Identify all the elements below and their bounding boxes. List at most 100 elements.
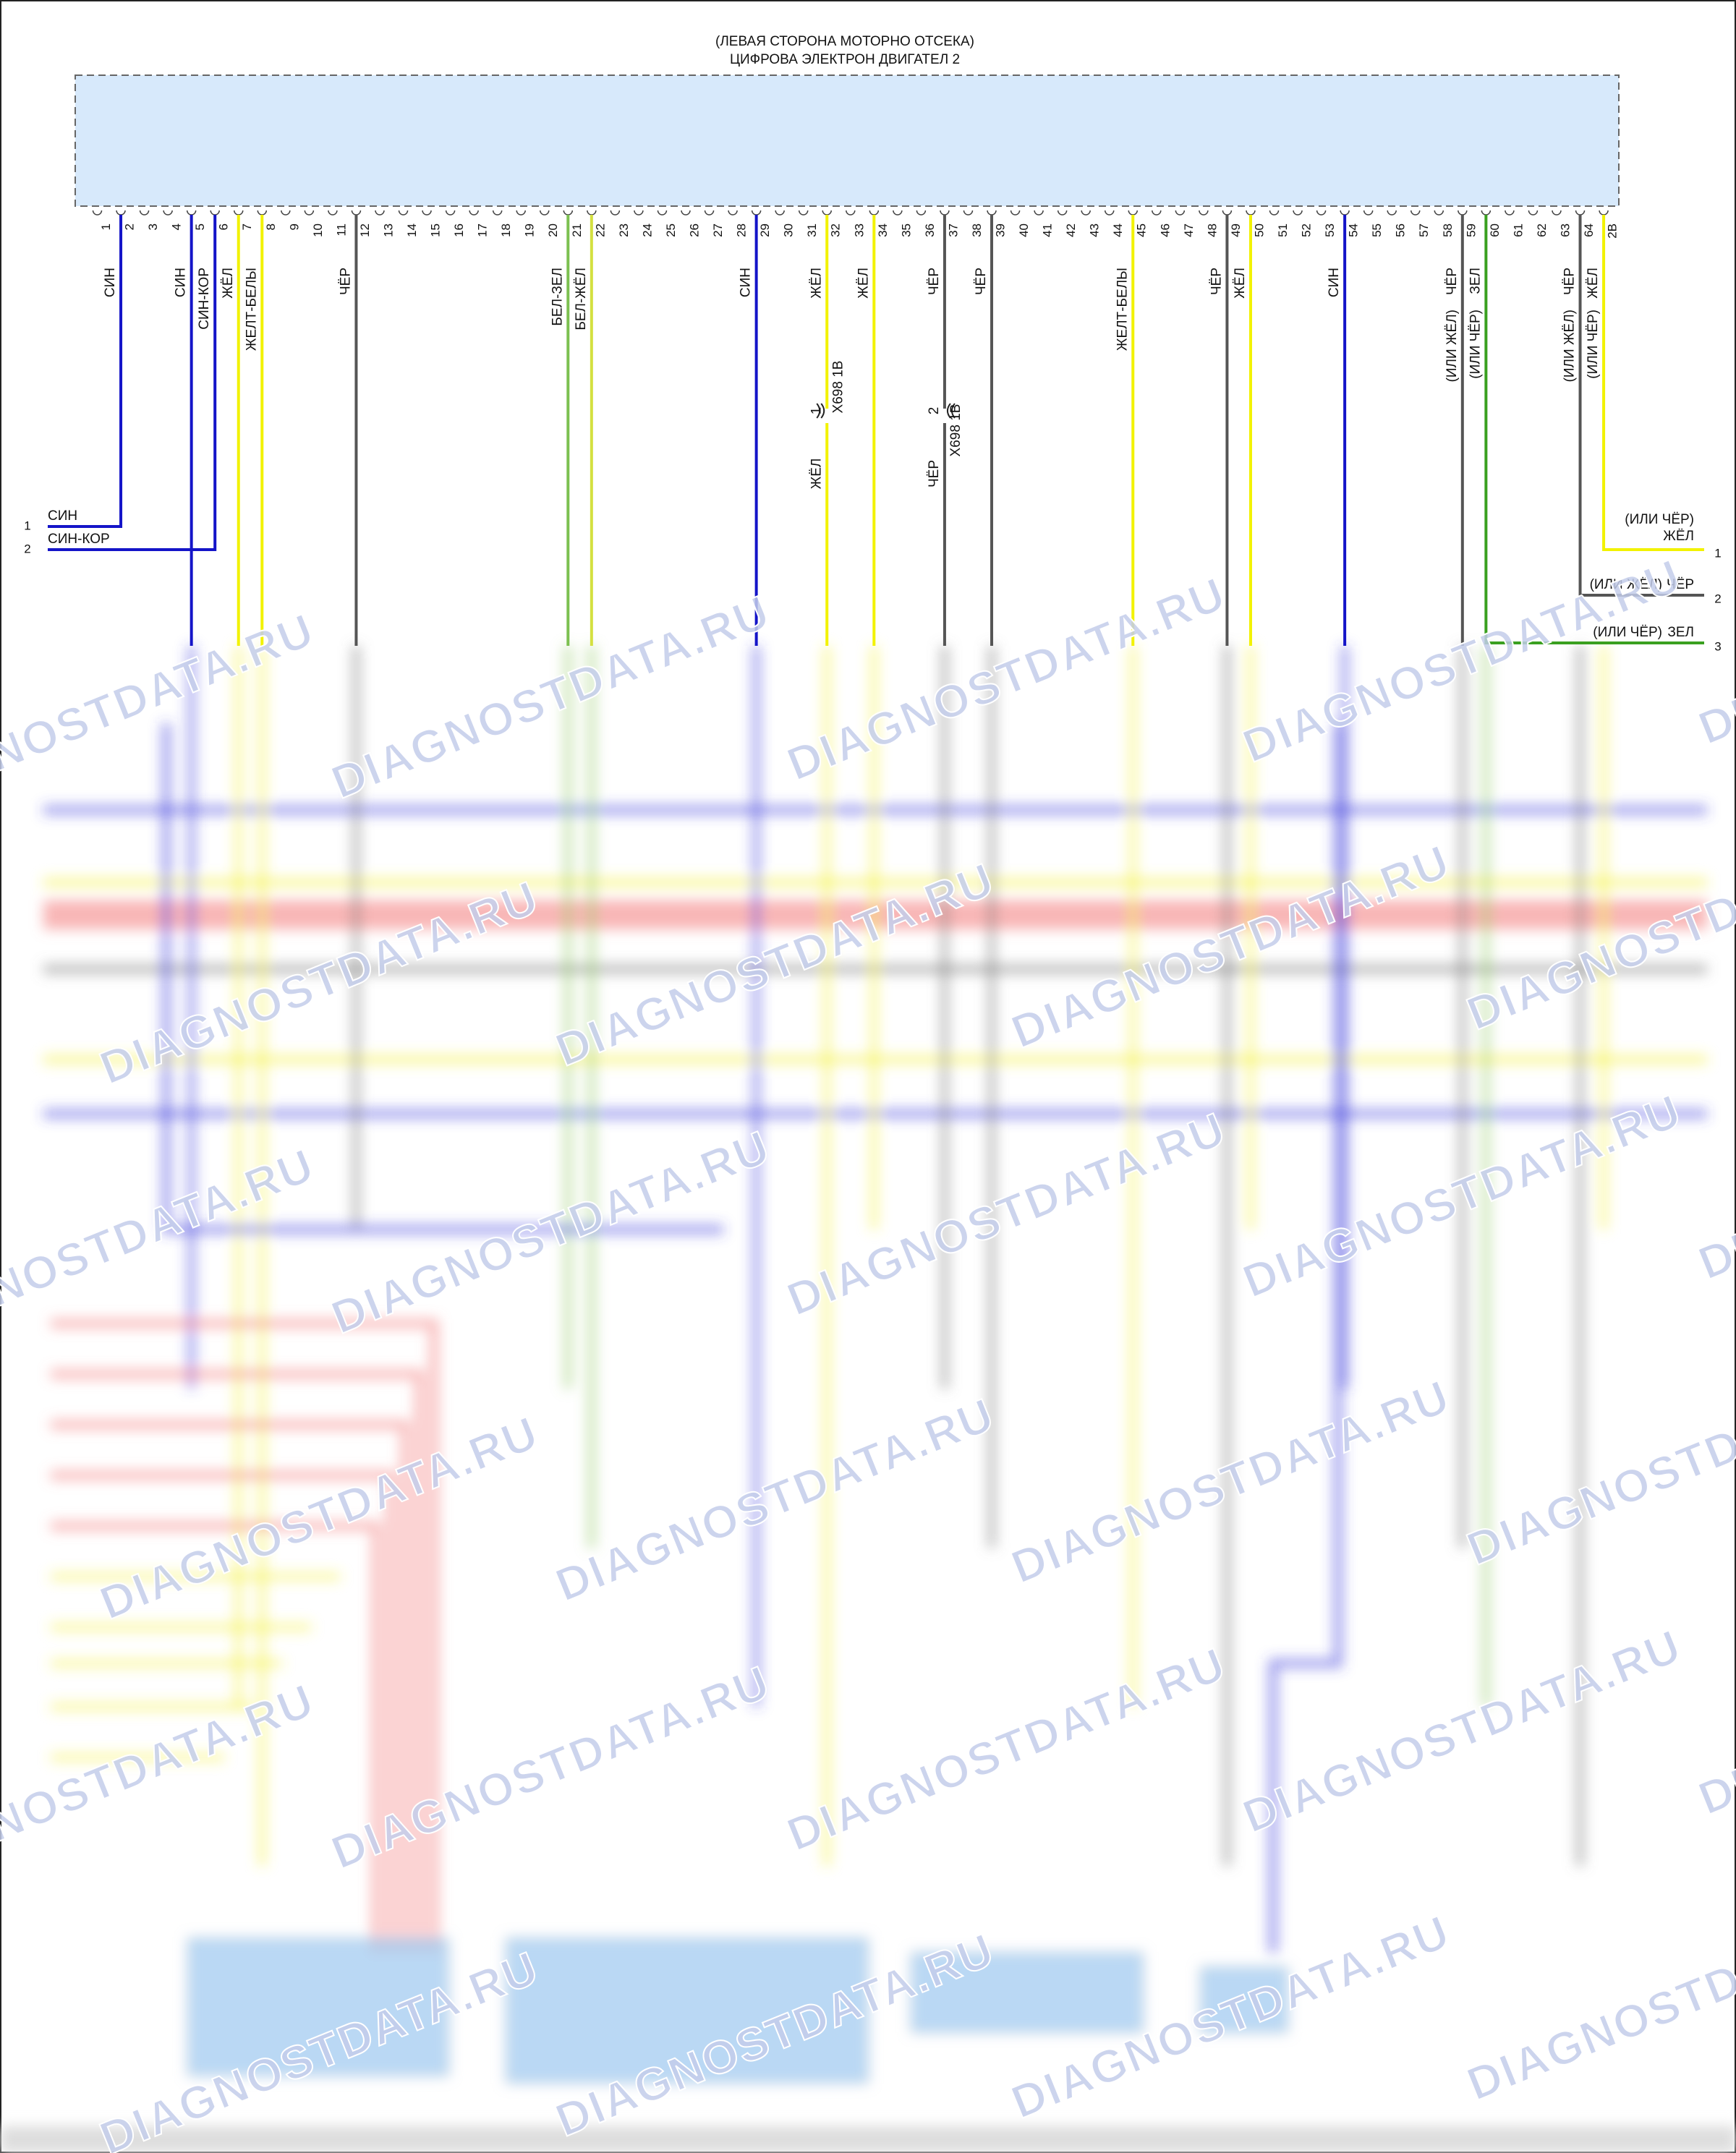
pin-number: 2	[123, 223, 137, 230]
wire-label: ЧЁР	[1444, 268, 1460, 295]
wire	[48, 215, 123, 528]
wire-alt-label: (ИЛИ ЖЁЛ)	[1444, 310, 1460, 382]
blurred-bar	[0, 2126, 1736, 2153]
pin-number: 16	[452, 223, 466, 237]
pin-stub	[304, 210, 315, 216]
wire-label: СИН	[739, 268, 754, 297]
blurred-line	[162, 723, 723, 1234]
wires: 1 2 3 4 5 6 7 8 9 10 11 12 13 14 15 16 17 18 19 20 21 22 23 24 2…	[24, 210, 1722, 653]
pin-number: 34	[876, 223, 890, 237]
pin-number: 30	[782, 223, 796, 237]
pin-stub	[1152, 210, 1162, 216]
pin-number: 58	[1441, 223, 1455, 237]
wire-label: ЖЕЛТ-БЕЛЫ	[1115, 268, 1130, 351]
pin-number: 50	[1252, 223, 1266, 237]
pin-number: 45	[1135, 223, 1149, 237]
wire-label: СИН	[174, 268, 189, 297]
inline-connector-pin: 2	[927, 407, 942, 415]
pin-number: 61	[1511, 223, 1525, 237]
blurred-line	[51, 1471, 395, 1953]
pin-stub	[1387, 210, 1397, 216]
pin-number: 38	[970, 223, 984, 237]
pin-stub	[846, 210, 856, 216]
pin-stub	[540, 210, 550, 216]
component-title: ЦИФРОВА ЭЛЕКТРОН ДВИГАТЕЛ 2	[730, 52, 960, 67]
pin-stub	[1010, 210, 1021, 216]
pin-number: 64	[1582, 223, 1596, 237]
pin-stub	[1410, 210, 1421, 216]
inline-connector-mark	[946, 403, 956, 419]
pin-number: 48	[1205, 223, 1219, 237]
wire	[1578, 215, 1704, 597]
pin-stub	[1175, 210, 1186, 216]
pin-number: 27	[711, 223, 725, 237]
inline-connector-name: X698 1B	[830, 361, 846, 414]
wire-label: ЖЁЛ	[856, 268, 871, 299]
wire-label: ЧЁР	[927, 268, 942, 295]
wire-label: ЖЕЛТ-БЕЛЫ	[244, 268, 259, 351]
wire-label: СИН	[1327, 268, 1342, 297]
pin-number: 26	[687, 223, 701, 237]
right-connector-label: ЖЁЛ	[1663, 529, 1694, 544]
pin-number: 41	[1041, 223, 1055, 237]
wire-label: БЕЛ-ЗЕЛ	[550, 268, 565, 326]
pin-stub	[1199, 210, 1209, 216]
pin-number: 52	[1300, 223, 1314, 237]
pin-stub	[469, 210, 479, 216]
wire-label: ЧЁР	[974, 268, 989, 295]
pin-stub	[798, 210, 809, 216]
wire-alt-label: (ИЛИ ЧЁР)	[1468, 310, 1483, 379]
pin-stub	[634, 210, 644, 216]
wire-label: БЕЛ-ЖЁЛ	[574, 268, 589, 331]
wire-alt-label: (ИЛИ ЧЁР)	[1586, 310, 1601, 379]
pin-stub	[1269, 210, 1280, 216]
pin-stub	[657, 210, 668, 216]
pin-number: 37	[946, 223, 960, 237]
pin-number: 42	[1064, 223, 1078, 237]
pin-number: 60	[1488, 223, 1502, 237]
pin-number: 7	[240, 223, 254, 230]
blurred-line	[51, 1370, 424, 1953]
pin-number: 10	[311, 223, 325, 237]
pin-number: 4	[170, 223, 184, 230]
pin-number: 6	[217, 223, 231, 230]
pin-number: 46	[1158, 223, 1172, 237]
pin-number: 8	[264, 223, 278, 230]
wire-label: ЖЁЛ	[809, 268, 824, 299]
pin-stub	[328, 210, 338, 216]
pin-number: 43	[1088, 223, 1102, 237]
pin-stub	[398, 210, 409, 216]
pin-stub	[445, 210, 456, 216]
pin-stub	[516, 210, 526, 216]
right-connector-alt: (ИЛИ ЖЁЛ)	[1590, 577, 1662, 592]
pin-number: 57	[1417, 223, 1431, 237]
wire	[1484, 215, 1704, 644]
pin-number: 59	[1464, 223, 1478, 237]
pin-number: 24	[640, 223, 654, 237]
left-connector-label: СИН-КОР	[48, 532, 110, 547]
pin-stub	[492, 210, 503, 216]
pin-number: 13	[381, 223, 395, 237]
pin-stub	[1434, 210, 1444, 216]
pin-stub	[163, 210, 173, 216]
left-connector-label: СИН	[48, 508, 77, 524]
pin-stub	[681, 210, 691, 216]
wire-label: ЗЕЛ	[1468, 268, 1483, 294]
blurred-area	[0, 646, 1736, 2153]
pin-number: 17	[476, 223, 490, 237]
pin-number: 53	[1323, 223, 1337, 237]
pin-stub	[1034, 210, 1044, 216]
pin-number: 14	[405, 223, 419, 237]
wire	[1602, 215, 1704, 551]
pin-number: 39	[994, 223, 1008, 237]
pin-number: 33	[852, 223, 866, 237]
blurred-line	[51, 1319, 438, 1953]
pin-number: 19	[523, 223, 537, 237]
right-connector-alt: (ИЛИ ЧЁР)	[1593, 625, 1662, 640]
left-connector-pin: 2	[24, 542, 30, 555]
wire-alt-label: (ИЛИ ЖЁЛ)	[1562, 310, 1578, 382]
right-connector-pin: 2	[1714, 592, 1721, 605]
pin-stub	[375, 210, 385, 216]
